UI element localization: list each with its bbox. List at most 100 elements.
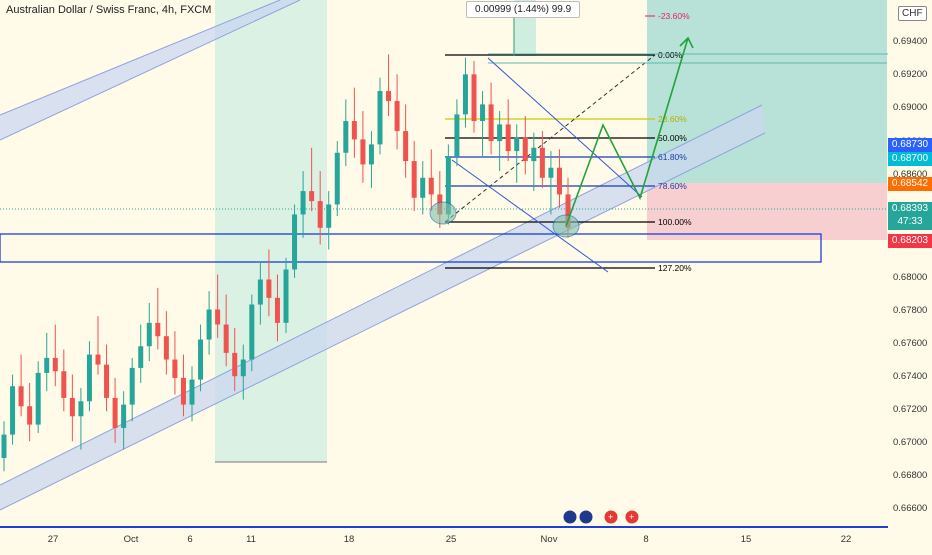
candle <box>292 214 298 270</box>
price-tick-label: 0.68000 <box>893 272 927 283</box>
ch-flag-icon[interactable] <box>625 510 639 524</box>
price-tick-label: 0.69000 <box>893 102 927 113</box>
candle <box>360 139 366 165</box>
candle <box>249 304 255 360</box>
candle <box>206 309 212 340</box>
candle <box>69 397 75 417</box>
candle <box>61 371 67 398</box>
candle <box>445 156 451 215</box>
candle <box>326 204 332 228</box>
candle <box>78 401 84 417</box>
candle <box>266 279 272 298</box>
candle <box>172 359 178 378</box>
candle <box>428 177 434 195</box>
upper-channel-edge-top <box>0 0 281 116</box>
candle <box>343 121 349 153</box>
candle <box>497 124 503 142</box>
candle <box>1 434 7 458</box>
price-tick-label: 0.67200 <box>893 404 927 415</box>
low-circle-1 <box>429 201 457 225</box>
candles <box>1 54 571 472</box>
fib-label: 78.60% <box>658 181 687 191</box>
candle <box>112 397 118 428</box>
demand-zone-box <box>0 233 822 263</box>
price-tag-current: 0.68393 47:33 <box>888 202 932 230</box>
time-label: 6 <box>187 534 192 545</box>
au-flag-icon[interactable] <box>563 510 577 524</box>
candle <box>18 386 24 407</box>
fib-label: 0.00% <box>658 50 683 60</box>
time-label: 25 <box>446 534 457 545</box>
fib-label: 127.20% <box>658 263 692 273</box>
candle <box>505 124 511 152</box>
candle <box>232 352 238 377</box>
candle <box>522 137 528 162</box>
time-label: Oct <box>124 534 139 545</box>
time-label: 27 <box>48 534 59 545</box>
candle <box>300 191 306 215</box>
candle <box>480 104 486 122</box>
time-labels: 27 Oct 6 11 18 25 Nov 8 15 22 <box>48 534 852 545</box>
fib-label: 100.00% <box>658 217 692 227</box>
candle <box>368 144 374 165</box>
time-label: 15 <box>741 534 752 545</box>
candle <box>155 322 161 337</box>
price-axis[interactable] <box>888 0 932 550</box>
price-ticks: 0.694000.692000.690000.688000.686000.680… <box>893 36 927 514</box>
candle <box>95 354 101 365</box>
chart-title: Australian Dollar / Swiss Franc, 4h, FXC… <box>6 4 212 16</box>
price-tick-label: 0.67600 <box>893 338 927 349</box>
ch-cross-glyph: + <box>608 512 613 522</box>
candle <box>403 131 409 162</box>
candle <box>240 359 246 377</box>
candle <box>411 161 417 198</box>
candle <box>163 336 169 360</box>
candle <box>462 74 468 115</box>
price-tick-label: 0.69200 <box>893 69 927 80</box>
candle <box>394 101 400 132</box>
candle <box>138 346 144 368</box>
measure-tooltip: 0.00999 (1.44%) 99.9 <box>466 1 581 18</box>
price-tick-label: 0.67800 <box>893 305 927 316</box>
price-tag-blue: 0.68730 <box>888 138 932 152</box>
desc-channel-top <box>487 57 643 198</box>
candle <box>129 367 135 405</box>
ch-cross-glyph: + <box>629 512 634 522</box>
currency-badge[interactable]: CHF <box>898 6 927 21</box>
upper-channel-edge-bottom <box>0 0 301 141</box>
fib-label: 61.80% <box>658 152 687 162</box>
fib-label: 50.00% <box>658 133 687 143</box>
candle <box>283 269 289 323</box>
candle <box>548 167 554 178</box>
candle <box>189 379 195 405</box>
price-tag-cyan: 0.68700 <box>888 152 932 166</box>
candle <box>454 114 460 157</box>
price-tick-label: 0.68600 <box>893 169 927 180</box>
fib-trend-dashed <box>444 54 656 223</box>
stop-zone <box>647 183 887 240</box>
fib-label: -23.60% <box>658 11 690 21</box>
ch-flag-icon[interactable] <box>604 510 618 524</box>
candle <box>257 279 263 305</box>
price-tag-red: 0.68203 <box>888 234 932 248</box>
fib-label: 23.60% <box>658 114 687 124</box>
price-tick-label: 0.67000 <box>893 437 927 448</box>
candle <box>488 104 494 142</box>
candle <box>471 74 477 122</box>
candle <box>146 322 152 347</box>
time-label: 8 <box>643 534 648 545</box>
time-label: Nov <box>541 534 558 545</box>
price-tick-label: 0.66800 <box>893 470 927 481</box>
candle <box>309 191 315 202</box>
candle <box>556 167 562 195</box>
candle <box>420 177 426 198</box>
candle <box>514 137 520 152</box>
event-icons[interactable]: + + <box>563 510 639 524</box>
candle <box>121 404 127 428</box>
lower-channel-edge-bottom <box>0 132 766 511</box>
candle <box>35 372 41 425</box>
au-flag-icon[interactable] <box>579 510 593 524</box>
projection-path <box>565 37 689 227</box>
